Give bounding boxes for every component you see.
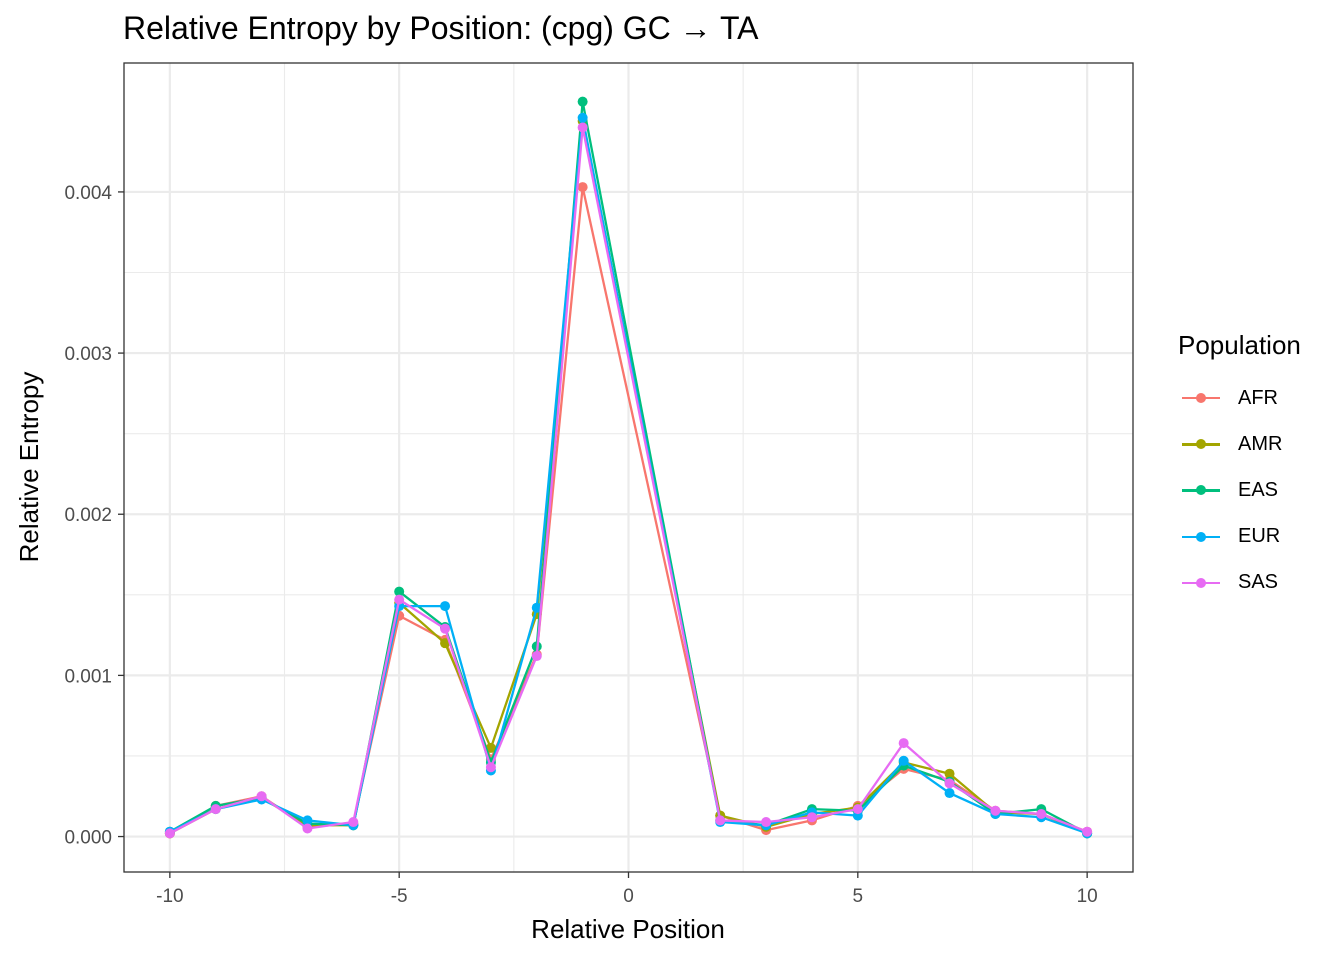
data-point-eur xyxy=(577,112,588,123)
y-tick-label: 0.003 xyxy=(64,344,112,365)
data-point-sas xyxy=(394,594,405,605)
data-point-sas xyxy=(715,815,726,826)
legend: Population AFR AMR EAS EUR SAS xyxy=(1178,330,1301,606)
legend-key-icon xyxy=(1178,388,1224,408)
data-point-sas xyxy=(210,804,221,815)
data-point-sas xyxy=(164,828,175,839)
legend-key-icon xyxy=(1178,434,1224,454)
data-point-sas xyxy=(806,812,817,823)
legend-label: AFR xyxy=(1238,386,1278,409)
data-point-amr xyxy=(440,638,451,649)
x-tick-label: 10 xyxy=(1077,886,1098,907)
legend-item-eur: EUR xyxy=(1178,514,1301,560)
legend-item-eas: EAS xyxy=(1178,467,1301,513)
data-point-amr xyxy=(944,768,955,779)
data-point-sas xyxy=(1036,808,1047,819)
data-point-eur xyxy=(944,788,955,799)
y-axis-title: Relative Entropy xyxy=(14,372,44,563)
data-point-sas xyxy=(944,778,955,789)
data-point-amr xyxy=(485,742,496,753)
major-gridlines xyxy=(124,63,1133,872)
data-point-eas xyxy=(394,586,405,597)
data-point-sas xyxy=(898,738,909,749)
legend-key-icon xyxy=(1178,480,1224,500)
data-point-sas xyxy=(761,817,772,828)
x-axis: -10 -5 0 5 10 xyxy=(156,872,1098,907)
data-point-eur xyxy=(898,755,909,766)
legend-items: AFR AMR EAS EUR SAS xyxy=(1178,375,1301,606)
chart-title: Relative Entropy by Position: (cpg) GC →… xyxy=(123,10,759,46)
y-tick-label: 0.000 xyxy=(64,828,112,849)
x-tick-label: 5 xyxy=(853,886,864,907)
legend-key-icon xyxy=(1178,527,1224,547)
data-point-sas xyxy=(1082,826,1093,837)
data-point-sas xyxy=(440,623,451,634)
data-point-eur xyxy=(440,601,451,612)
legend-item-amr: AMR xyxy=(1178,421,1301,467)
legend-key-icon xyxy=(1178,573,1224,593)
legend-label: SAS xyxy=(1238,571,1279,594)
x-tick-label: 0 xyxy=(623,886,634,907)
data-point-eur xyxy=(531,602,542,613)
legend-title: Population xyxy=(1178,330,1301,360)
data-point-sas xyxy=(990,805,1001,816)
data-point-eur xyxy=(302,815,313,826)
data-point-afr xyxy=(577,182,588,193)
y-tick-label: 0.002 xyxy=(64,505,112,526)
data-point-sas xyxy=(531,651,542,662)
series-sas xyxy=(164,122,1093,839)
data-point-sas xyxy=(348,817,359,828)
data-point-eas xyxy=(577,96,588,107)
x-axis-title: Relative Position xyxy=(531,914,725,944)
data-point-sas xyxy=(852,804,863,815)
y-tick-label: 0.004 xyxy=(64,183,112,204)
legend-item-afr: AFR xyxy=(1178,375,1301,421)
legend-item-sas: SAS xyxy=(1178,560,1301,606)
series-layer xyxy=(164,96,1093,839)
legend-label: AMR xyxy=(1238,432,1283,455)
data-point-sas xyxy=(577,122,588,133)
legend-label: EAS xyxy=(1238,478,1279,501)
x-tick-label: -10 xyxy=(156,886,183,907)
legend-label: EUR xyxy=(1238,525,1281,548)
x-tick-label: -5 xyxy=(391,886,408,907)
data-point-sas xyxy=(302,823,313,834)
data-point-sas xyxy=(256,791,267,802)
y-axis: 0.000 0.001 0.002 0.003 0.004 xyxy=(64,183,124,849)
data-point-sas xyxy=(485,762,496,773)
y-tick-label: 0.001 xyxy=(64,666,112,687)
